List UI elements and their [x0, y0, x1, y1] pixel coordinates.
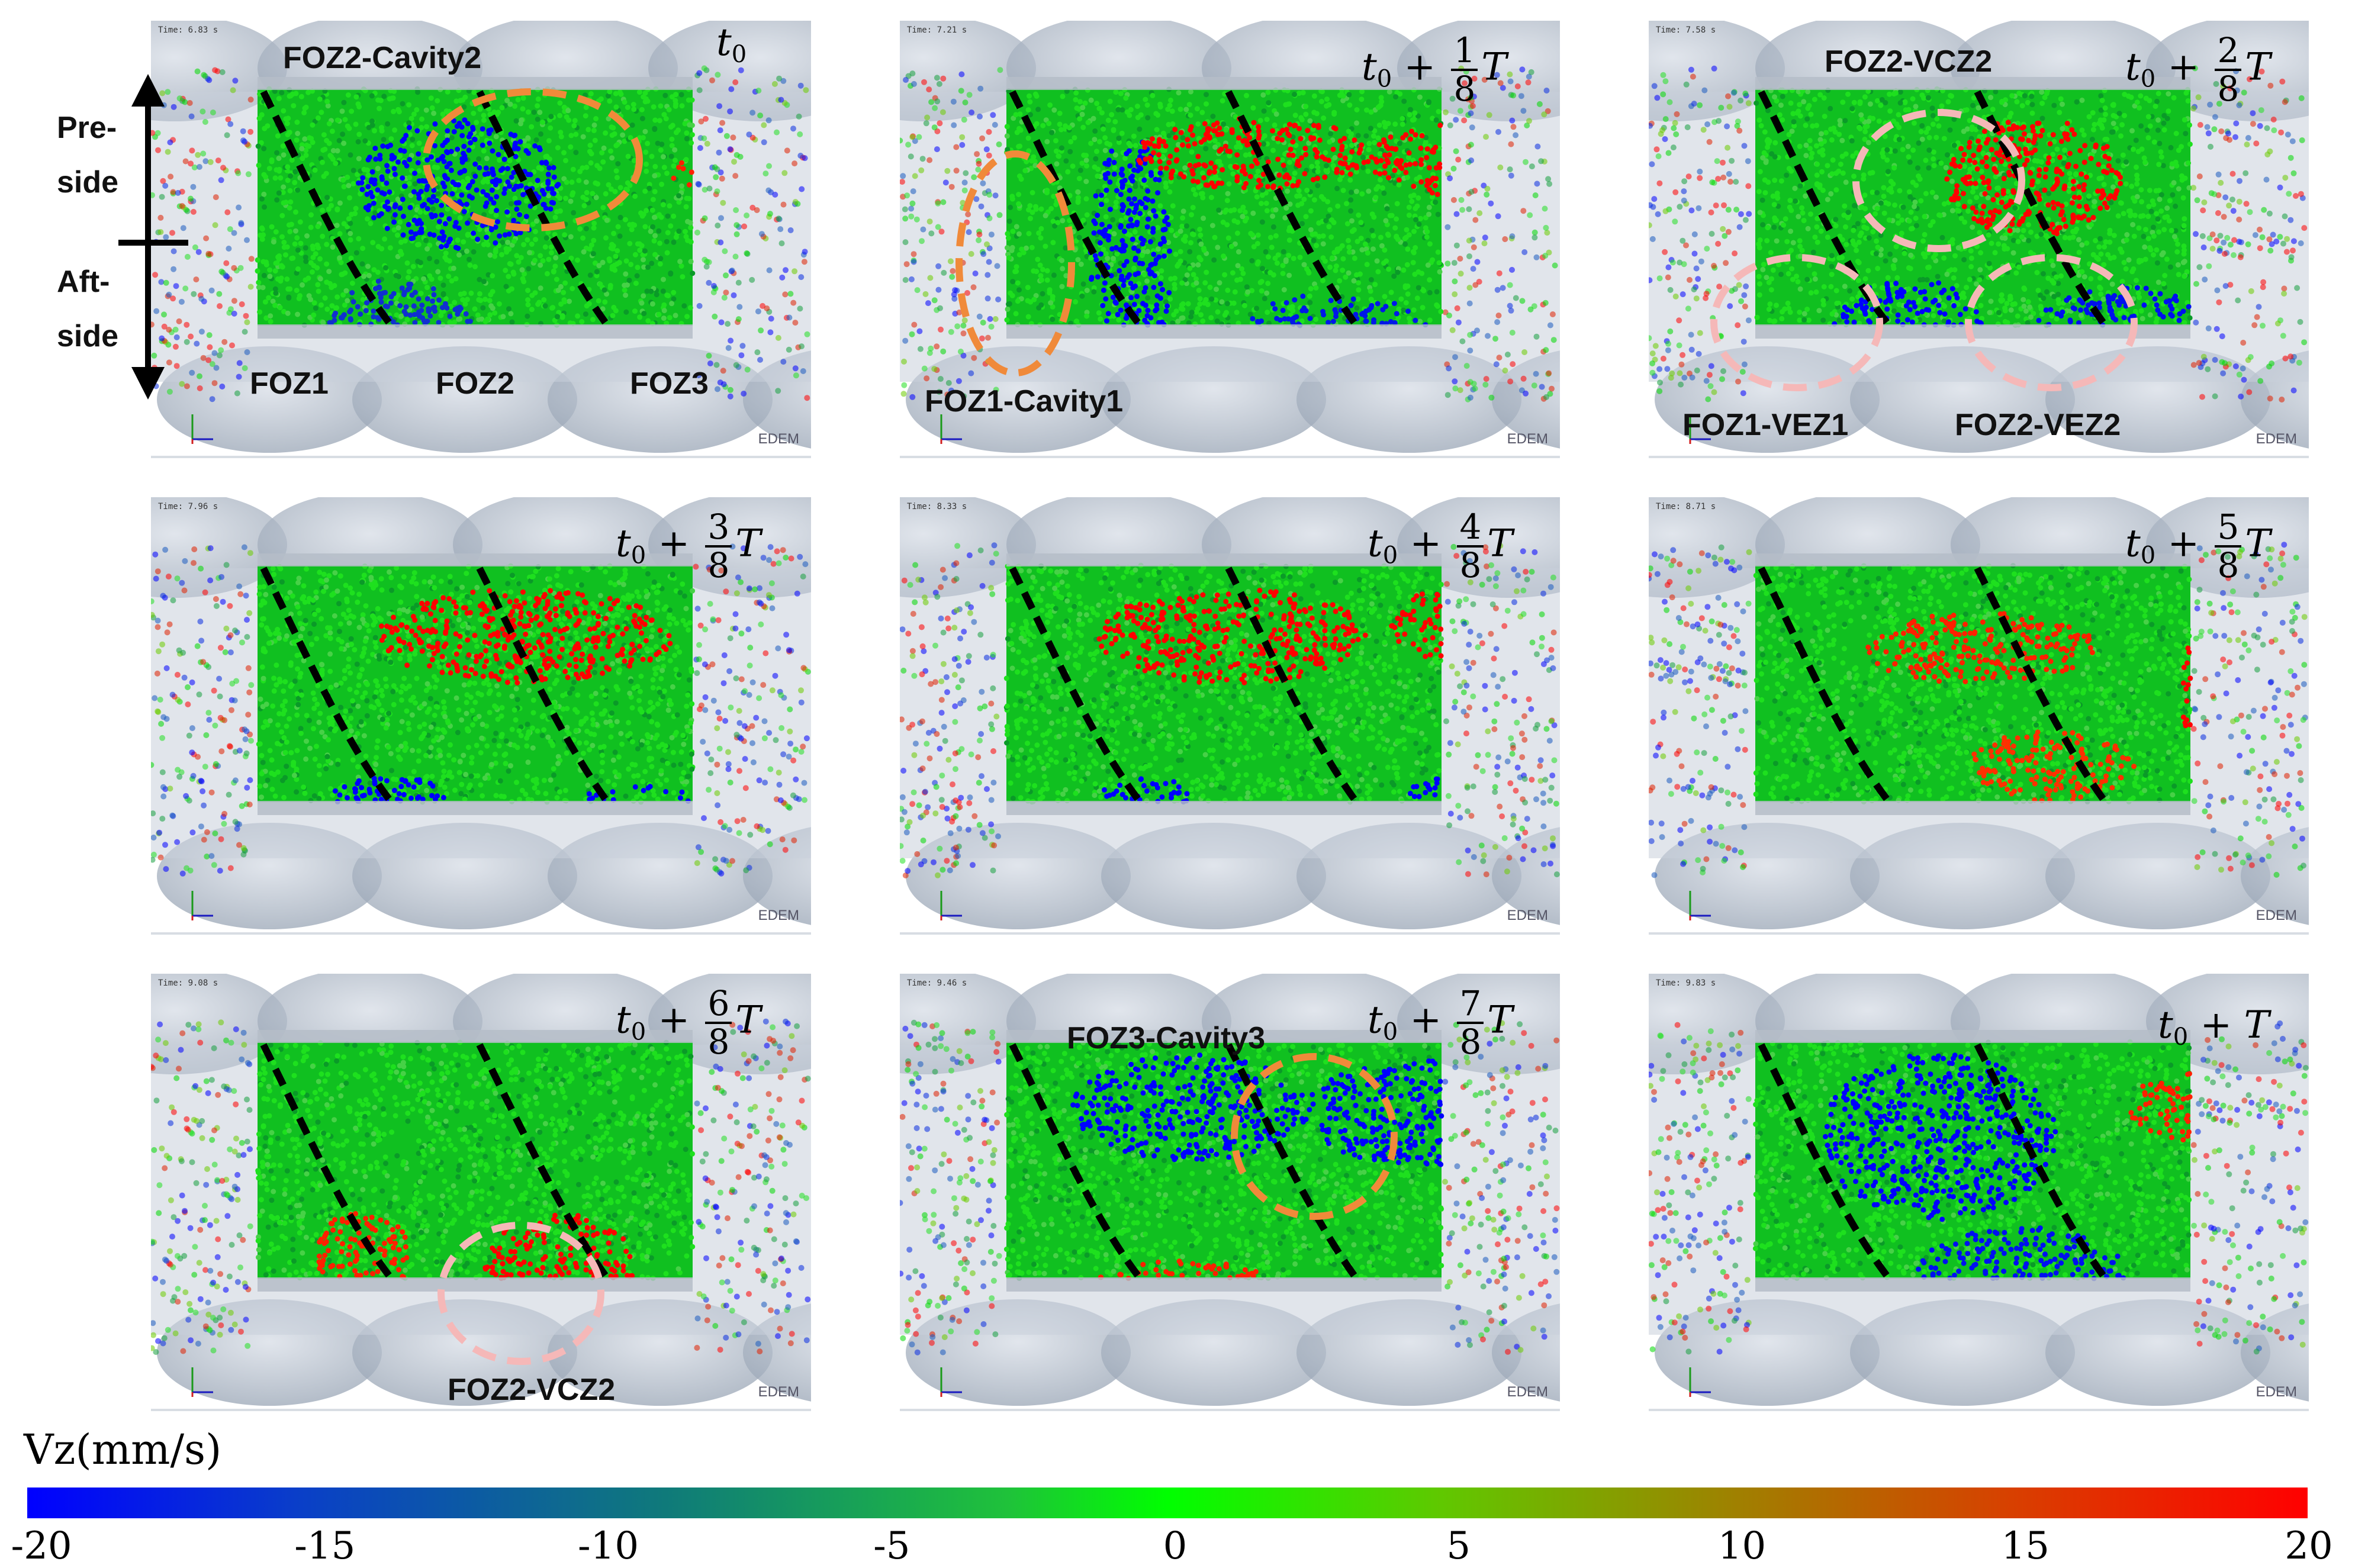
t-subscript: 0: [2173, 1023, 2188, 1051]
edem-logo: EDEM: [2256, 1384, 2297, 1400]
t-symbol: t: [2125, 521, 2141, 565]
plus-sign: +: [646, 521, 702, 565]
numerator: 2: [2215, 33, 2241, 71]
colorbar-tick-label: -10: [578, 1524, 639, 1568]
t-symbol: t: [1368, 998, 1383, 1042]
plus-sign: +: [1398, 521, 1453, 565]
t-subscript: 0: [2141, 65, 2155, 92]
time-readout: Time: 7.96 s: [158, 502, 218, 511]
t-symbol: t: [2158, 1003, 2173, 1047]
denominator: 8: [705, 548, 732, 584]
time-label-t0-plus-T: t0 + T: [2158, 1006, 2269, 1049]
edem-logo: EDEM: [758, 907, 799, 924]
t-subscript: 0: [1383, 1018, 1398, 1045]
label-aft-side-2: side: [57, 321, 118, 352]
t-symbol: t: [1368, 521, 1383, 565]
plus-sign: +: [646, 998, 702, 1042]
colorbar-title: Vz(mm/s): [24, 1425, 221, 1474]
denominator: 8: [1457, 548, 1484, 584]
axis-triad-icon: [186, 886, 222, 922]
t-subscript: 0: [2141, 542, 2155, 569]
colorbar-tick-label: 15: [2002, 1524, 2050, 1568]
plus-sign: +: [2155, 521, 2211, 565]
plus-sign: +: [2155, 45, 2211, 89]
label-aft-side-1: Aft-: [57, 266, 110, 297]
numerator: 7: [1457, 986, 1484, 1024]
axis-triad-icon: [935, 886, 971, 922]
t-symbol: t: [616, 521, 631, 565]
t-subscript: 0: [631, 542, 646, 569]
denominator: 8: [1457, 1024, 1484, 1060]
time-readout: Time: 8.71 s: [1656, 502, 1716, 511]
period-symbol: T: [1487, 521, 1513, 565]
t-subscript: 0: [1383, 542, 1398, 569]
t-symbol: t: [2125, 45, 2141, 89]
t-subscript: 0: [631, 1018, 646, 1045]
denominator: 8: [2215, 548, 2241, 584]
period-symbol: T: [735, 998, 761, 1042]
numerator: 4: [1457, 509, 1484, 548]
colorbar-tick-label: 5: [1446, 1524, 1471, 1568]
colorbar-tick-label: 10: [1718, 1524, 1766, 1568]
t-symbol: t: [1362, 45, 1377, 89]
denominator: 8: [1451, 71, 1478, 107]
label-pre-side-1: Pre-: [57, 112, 117, 143]
denominator: 8: [2215, 71, 2241, 107]
period-symbol: T: [2245, 521, 2270, 565]
colorbar-tick-label: 0: [1163, 1524, 1188, 1568]
t-subscript: 0: [1377, 65, 1392, 92]
period-symbol: T: [2244, 1003, 2269, 1047]
time-readout: Time: 8.33 s: [907, 502, 967, 511]
numerator: 5: [2215, 509, 2241, 548]
plus-sign: +: [1398, 998, 1453, 1042]
colorbar-tick-label: -5: [873, 1524, 910, 1568]
edem-logo: EDEM: [1507, 907, 1548, 924]
numerator: 3: [705, 509, 732, 548]
period-symbol: T: [1481, 45, 1507, 89]
axis-triad-icon: [1684, 886, 1720, 922]
label-pre-side-2: side: [57, 167, 118, 198]
colorbar-tick-label: -15: [294, 1524, 355, 1568]
time-readout: Time: 9.83 s: [1656, 978, 1716, 988]
axis-triad-icon: [1684, 1363, 1720, 1398]
numerator: 6: [705, 986, 732, 1024]
numerator: 1: [1451, 33, 1478, 71]
colorbar-tick-label: 20: [2285, 1524, 2332, 1568]
highlight-ellipse-1: [151, 21, 811, 456]
period-symbol: T: [1487, 998, 1513, 1042]
period-symbol: T: [735, 521, 761, 565]
edem-logo: EDEM: [2256, 907, 2297, 924]
colorbar-gradient: [27, 1487, 2308, 1518]
period-symbol: T: [2245, 45, 2270, 89]
colorbar-tick-label: -20: [11, 1524, 72, 1568]
denominator: 8: [705, 1024, 732, 1060]
plus-sign: +: [1392, 45, 1447, 89]
t-symbol: t: [616, 998, 631, 1042]
plus-sign: +: [2188, 1003, 2244, 1047]
